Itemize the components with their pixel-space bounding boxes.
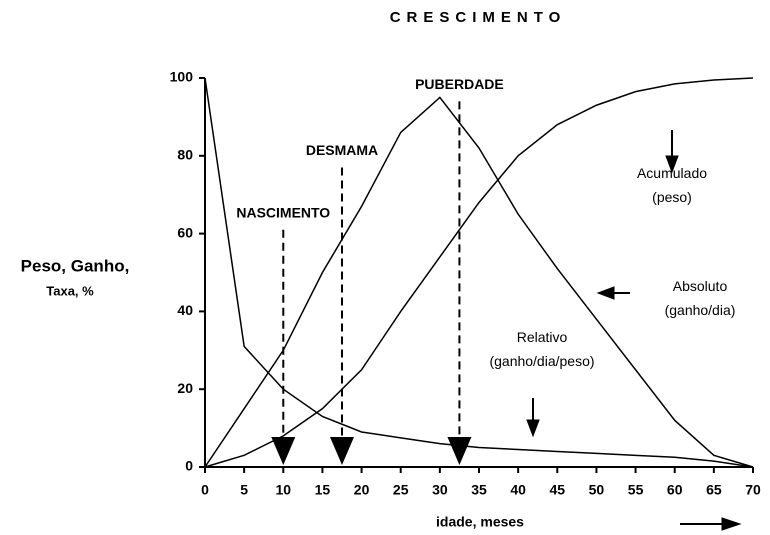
series-line <box>204 96 754 468</box>
x-tick-label: 5 <box>240 482 248 498</box>
y-axis-label-sub: Taxa, % <box>46 283 94 298</box>
x-tick-label: 20 <box>354 482 370 498</box>
decor-arrows <box>526 130 742 531</box>
event-arrow <box>447 437 472 465</box>
y-tick-label: 80 <box>177 147 193 163</box>
series-line <box>204 77 754 468</box>
y-tick-label: 100 <box>170 69 194 85</box>
x-axis-label: idade, meses <box>436 514 524 530</box>
series-label: Relativo (ganho/dia/peso) <box>489 329 594 369</box>
y-tick-label: 0 <box>185 458 193 474</box>
event-label: NASCIMENTO <box>236 204 330 220</box>
chart-title: CRESCIMENTO <box>390 9 567 26</box>
x-tick-label: 65 <box>706 482 722 498</box>
x-tick-label: 50 <box>589 482 605 498</box>
x-tick-label: 0 <box>201 482 209 498</box>
y-tick-label: 20 <box>177 380 193 396</box>
x-tick-label: 60 <box>667 482 683 498</box>
event-arrow <box>330 437 354 465</box>
x-tick-label: 40 <box>510 482 526 498</box>
x-tick-label: 15 <box>315 482 331 498</box>
series-label: Acumulado (peso) <box>637 165 707 205</box>
x-tick-label: 30 <box>432 482 448 498</box>
x-tick-label: 25 <box>393 482 409 498</box>
x-tick-label: 35 <box>471 482 487 498</box>
event-arrow <box>271 437 296 465</box>
y-tick-label: 60 <box>177 224 193 240</box>
series-line <box>204 77 754 468</box>
event-label: PUBERDADE <box>415 76 504 92</box>
x-tick-label: 10 <box>275 482 291 498</box>
x-tick-label: 70 <box>745 482 761 498</box>
x-tick-label: 55 <box>628 482 644 498</box>
y-axis-label: Peso, Ganho, <box>21 256 130 275</box>
event-label: DESMAMA <box>306 142 378 158</box>
y-tick-label: 40 <box>177 302 193 318</box>
series-label: Absoluto (ganho/dia) <box>665 278 736 318</box>
x-tick-label: 45 <box>549 482 565 498</box>
